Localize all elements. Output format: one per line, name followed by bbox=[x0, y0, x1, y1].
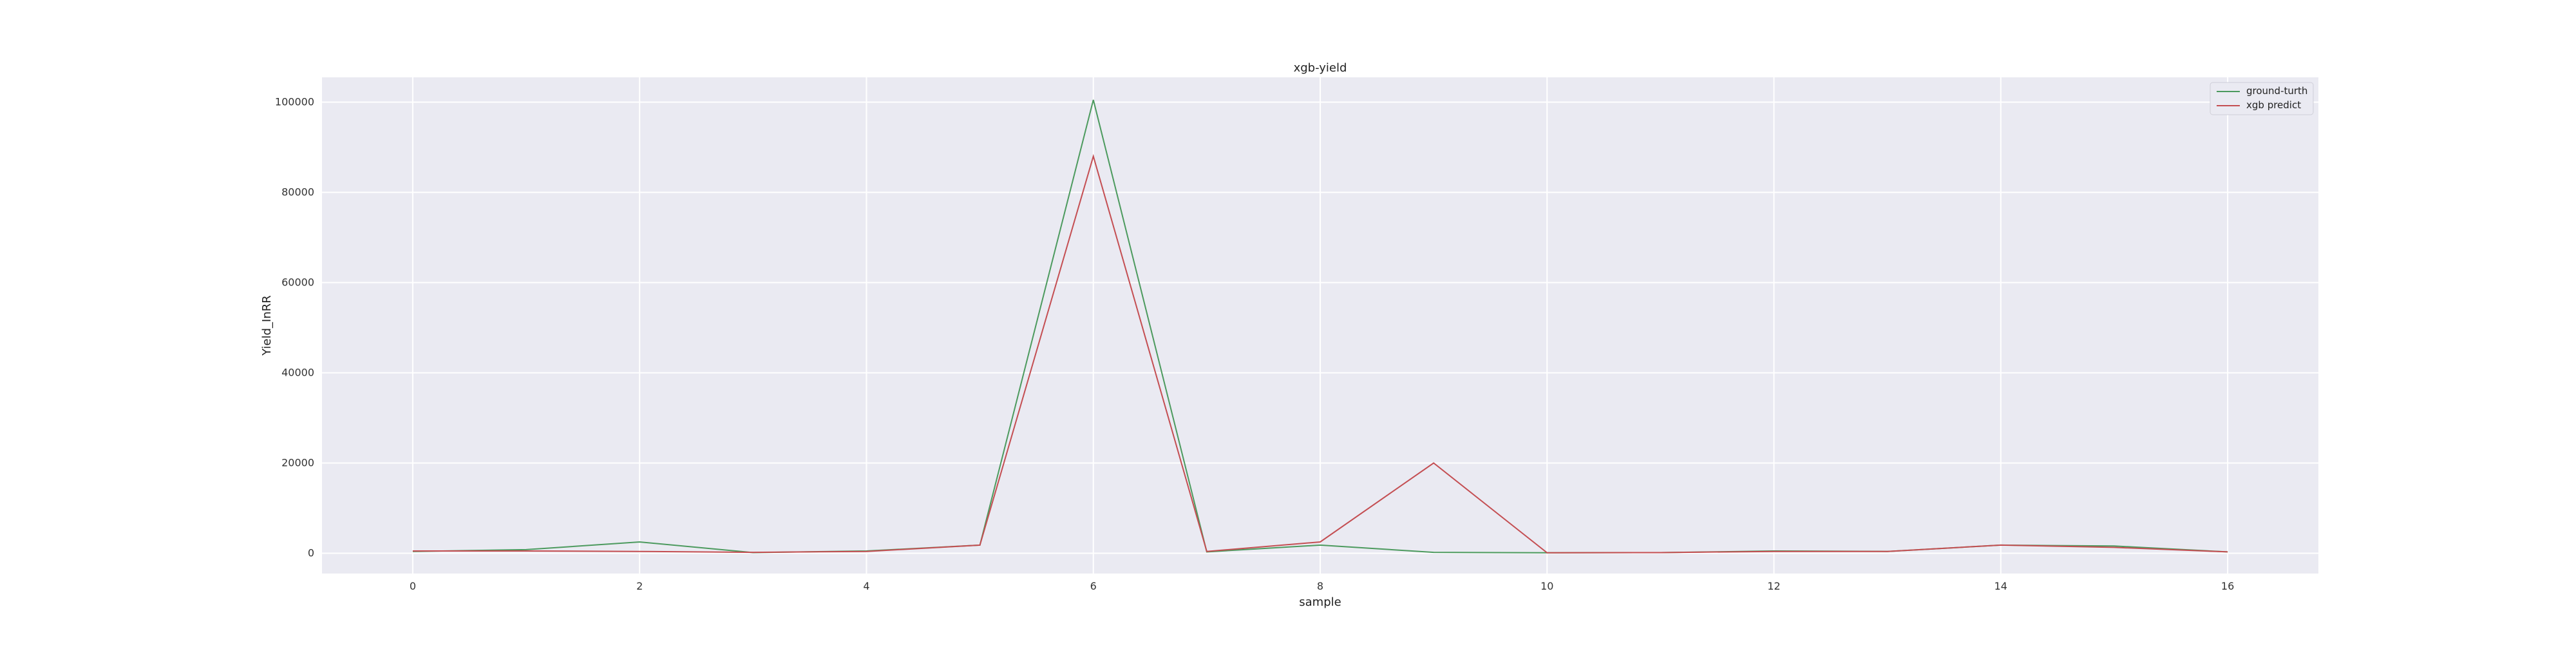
chart-title: xgb-yield bbox=[1294, 61, 1347, 75]
x-tick-labels: 0 2 4 6 8 10 12 14 16 bbox=[410, 580, 2234, 592]
y-tick-label: 80000 bbox=[281, 186, 314, 198]
y-axis-label: Yield_InRR bbox=[260, 295, 274, 356]
x-tick-label: 0 bbox=[410, 580, 416, 592]
grid-lines bbox=[322, 77, 2318, 574]
y-tick-label: 0 bbox=[308, 547, 314, 559]
x-tick-label: 10 bbox=[1540, 580, 1553, 592]
x-tick-label: 2 bbox=[636, 580, 643, 592]
xgb-predict-line bbox=[412, 153, 2228, 554]
y-tick-label: 100000 bbox=[275, 96, 314, 108]
y-tick-label: 60000 bbox=[281, 276, 314, 289]
y-tick-label: 20000 bbox=[281, 457, 314, 469]
x-tick-label: 12 bbox=[1767, 580, 1780, 592]
legend-box bbox=[2210, 82, 2314, 115]
y-tick-labels: 0 20000 40000 60000 80000 100000 bbox=[275, 96, 314, 559]
series-lines bbox=[412, 99, 2228, 554]
legend-xgb-predict-label: xgb predict bbox=[2246, 99, 2301, 111]
y-tick-label: 40000 bbox=[281, 367, 314, 379]
x-tick-label: 4 bbox=[863, 580, 869, 592]
legend: ground-turth xgb predict bbox=[2210, 82, 2314, 115]
x-axis-label: sample bbox=[1299, 595, 1341, 609]
x-tick-label: 14 bbox=[1994, 580, 2007, 592]
legend-ground-truth-label: ground-turth bbox=[2246, 85, 2307, 97]
x-tick-label: 8 bbox=[1317, 580, 1323, 592]
x-tick-label: 16 bbox=[2221, 580, 2234, 592]
x-tick-label: 6 bbox=[1090, 580, 1097, 592]
